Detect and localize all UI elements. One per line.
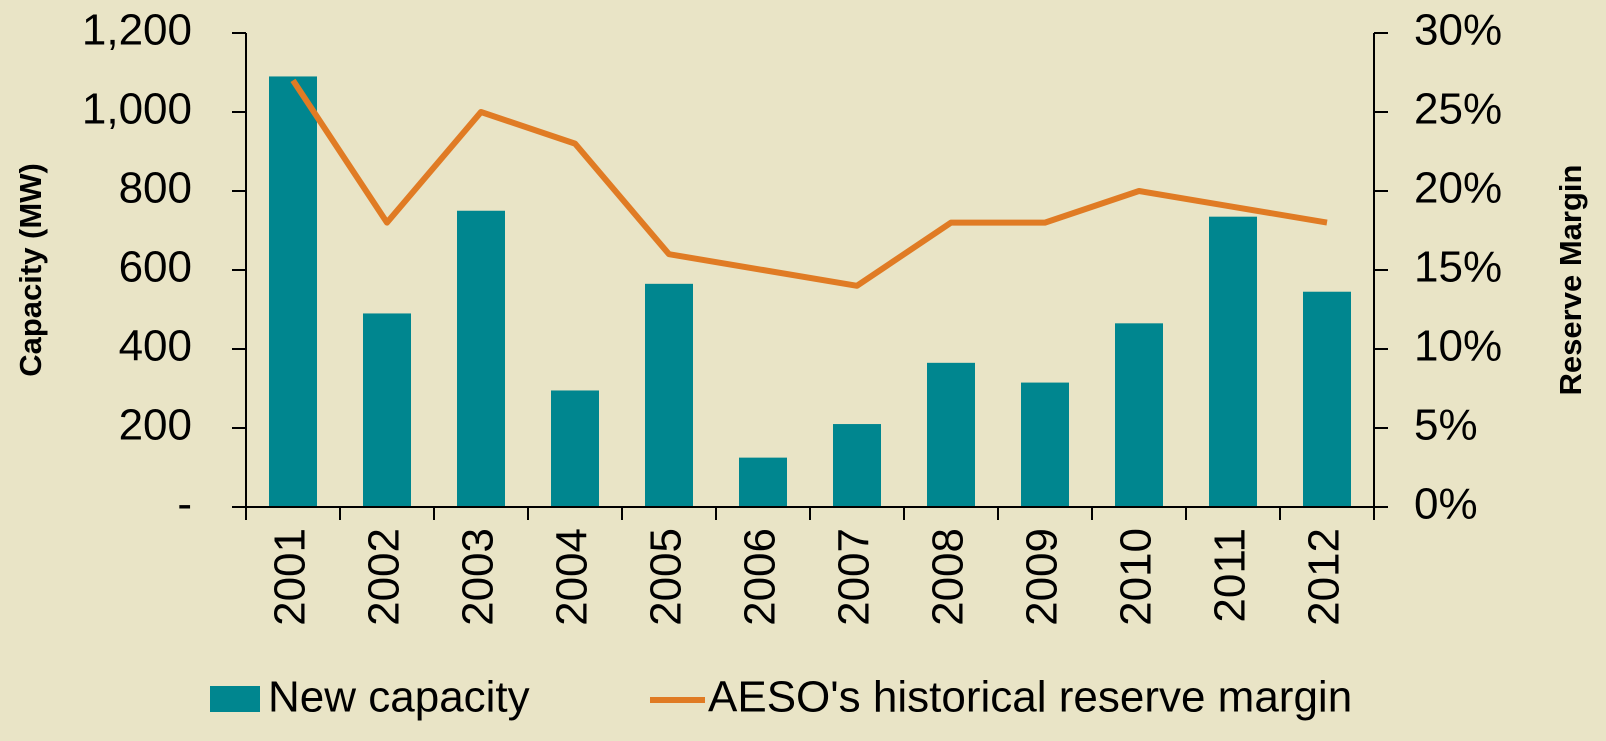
y2-axis-title: Reserve Margin xyxy=(1553,165,1588,396)
x-tick-label: 2011 xyxy=(1206,528,1255,623)
x-tick-label: 2006 xyxy=(736,528,785,626)
bar xyxy=(1303,291,1351,507)
bar xyxy=(739,457,787,507)
bar xyxy=(363,313,411,507)
y2-tick-label: 0% xyxy=(1414,480,1478,529)
x-tick-label: 2008 xyxy=(924,528,973,626)
legend-swatch xyxy=(210,686,260,712)
bar xyxy=(833,424,881,507)
x-tick-label: 2004 xyxy=(548,528,597,626)
y-tick-label: 200 xyxy=(119,401,192,450)
y-tick-label: 800 xyxy=(119,164,192,213)
legend-label: AESO's historical reserve margin xyxy=(708,673,1352,722)
y-tick-label: 600 xyxy=(119,243,192,292)
x-tick-label: 2007 xyxy=(830,528,879,626)
x-tick-label: 2002 xyxy=(360,528,409,626)
y2-tick-label: 25% xyxy=(1414,85,1502,134)
y-tick-label: 400 xyxy=(119,322,192,371)
bar xyxy=(645,283,693,507)
y2-tick-label: 30% xyxy=(1414,6,1502,55)
bar xyxy=(269,76,317,507)
y2-tick-label: 15% xyxy=(1414,243,1502,292)
legend-label: New capacity xyxy=(268,673,530,722)
bar xyxy=(1115,323,1163,507)
x-tick-label: 2003 xyxy=(454,528,503,626)
y-tick-label: 1,200 xyxy=(82,6,192,55)
bar xyxy=(551,390,599,507)
x-tick-label: 2010 xyxy=(1112,528,1161,626)
y2-tick-label: 5% xyxy=(1414,401,1478,450)
y-axis-title: Capacity (MW) xyxy=(13,163,48,377)
x-tick-label: 2005 xyxy=(642,528,691,626)
x-tick-label: 2001 xyxy=(266,528,315,626)
y-tick-label: - xyxy=(177,480,192,529)
bar xyxy=(927,362,975,507)
bar xyxy=(1209,216,1257,508)
line xyxy=(290,78,1328,289)
x-tick-label: 2009 xyxy=(1018,528,1067,626)
y-tick-label: 1,000 xyxy=(82,85,192,134)
y2-tick-label: 10% xyxy=(1414,322,1502,371)
bar xyxy=(1021,382,1069,507)
bar xyxy=(457,210,505,507)
x-tick-label: 2012 xyxy=(1300,528,1349,626)
y2-tick-label: 20% xyxy=(1414,164,1502,213)
